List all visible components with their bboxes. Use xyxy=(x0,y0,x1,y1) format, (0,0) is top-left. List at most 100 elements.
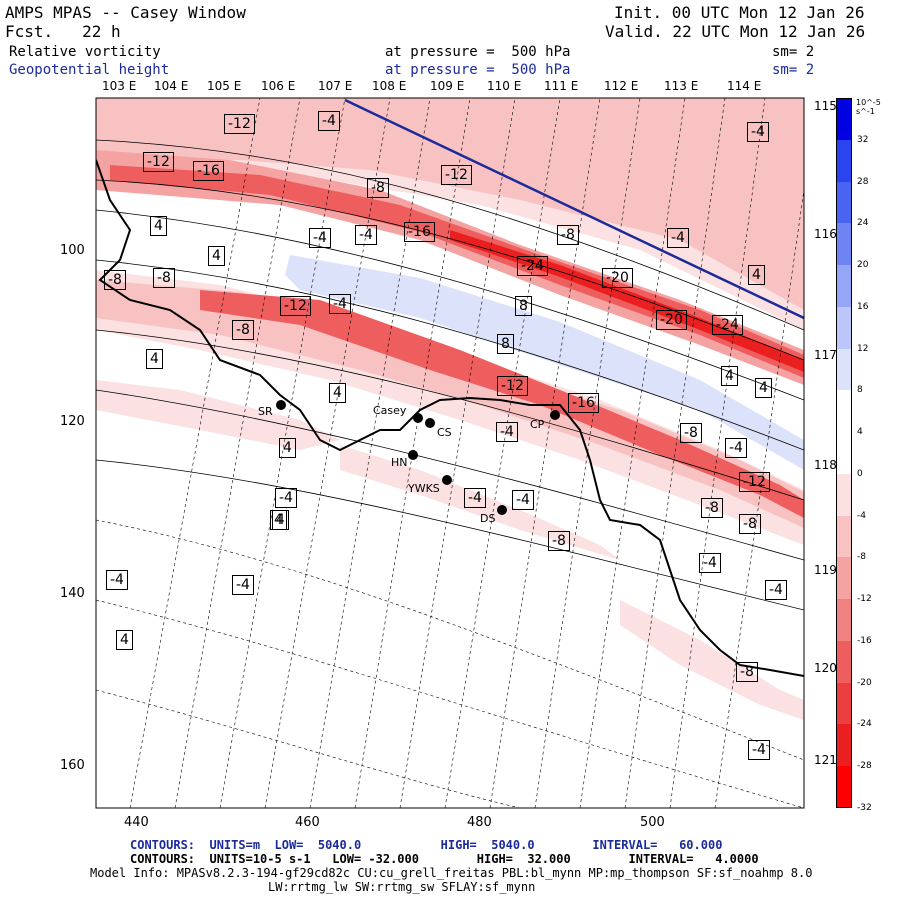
contour-label: -8 xyxy=(232,320,254,340)
colorbar-swatch xyxy=(836,515,852,558)
colorbar-swatch xyxy=(836,473,852,517)
contour-label: 4 xyxy=(150,216,167,236)
field1-name: Relative vorticity xyxy=(9,44,161,60)
field1-level: at pressure = 500 hPa xyxy=(385,44,571,60)
contour-label: -24 xyxy=(712,315,743,335)
contour-label: -4 xyxy=(355,225,377,245)
colorbar-label: -24 xyxy=(857,719,872,730)
station-label: YWKS xyxy=(408,482,440,495)
footer-model-info-2: LW:rrtmg_lw SW:rrtmg_sw SFLAY:sf_mynn xyxy=(268,880,536,894)
longitude-label: 107 E xyxy=(318,79,353,93)
colorbar-swatch xyxy=(836,223,852,266)
y-tick-label: 160 xyxy=(60,758,85,773)
colorbar-label: -12 xyxy=(857,594,872,605)
vorticity-streak-3 xyxy=(96,380,340,450)
contour-label: -4 xyxy=(309,228,331,248)
station-label: HN xyxy=(391,456,408,469)
longitude-label: 112 E xyxy=(604,79,639,93)
contour-label: -24 xyxy=(517,256,548,276)
footer-contours-vorticity: CONTOURS: UNITS=10-5 s-1 LOW= -32.000 HI… xyxy=(130,852,759,866)
contour-label: -4 xyxy=(748,740,770,760)
station-markers xyxy=(276,400,560,515)
colorbar-label: -20 xyxy=(857,677,872,688)
longitude-label: 109 E xyxy=(430,79,465,93)
station-label: CS xyxy=(437,426,452,439)
y-tick-label: 140 xyxy=(60,586,85,601)
contour-label: -4 xyxy=(512,490,534,510)
longitude-label: 110 E xyxy=(487,79,522,93)
contour-label: 8 xyxy=(515,296,532,316)
station-label: Casey xyxy=(373,404,407,417)
station-label: DS xyxy=(480,512,496,525)
colorbar-unit: 10^-5 s^-1 xyxy=(856,98,881,116)
contour-label: -12 xyxy=(497,376,528,396)
y-tick-label: 100 xyxy=(60,243,85,258)
contour-label: -4 xyxy=(464,488,486,508)
contour-label: -8 xyxy=(367,178,389,198)
contour-label: -12 xyxy=(739,472,770,492)
contour-label: -8 xyxy=(680,423,702,443)
contour-label: 4 xyxy=(748,265,765,285)
contour-label: 8 xyxy=(497,334,514,354)
longitude-label: 106 E xyxy=(261,79,296,93)
colorbar-swatch xyxy=(836,640,852,684)
contour-label: -8 xyxy=(557,225,579,245)
station-label: CP xyxy=(530,418,545,431)
colorbar-swatch xyxy=(836,139,852,182)
colorbar-label: 0 xyxy=(857,468,863,479)
vorticity-band-top xyxy=(96,98,804,310)
longitude-label: 114 E xyxy=(727,79,762,93)
station-hn-marker xyxy=(408,450,418,460)
colorbar-swatch xyxy=(836,557,852,600)
station-cs-marker xyxy=(425,418,435,428)
colorbar-label: -16 xyxy=(857,635,872,646)
contour-label: 4 xyxy=(329,383,346,403)
contour-label: -12 xyxy=(441,165,472,185)
colorbar-swatch xyxy=(836,98,852,141)
field2-sm: sm= 2 xyxy=(772,62,815,78)
contour-label: -4 xyxy=(232,575,254,595)
contour-label: 4 xyxy=(146,349,163,369)
colorbar-swatch xyxy=(836,766,852,809)
contour-label: -8 xyxy=(104,270,126,290)
x-tick-label: 500 xyxy=(640,815,665,830)
station-sr-marker xyxy=(276,400,286,410)
longitude-label: 104 E xyxy=(154,79,189,93)
contour-label: -4 xyxy=(275,488,297,508)
contour-label: -20 xyxy=(602,268,633,288)
init-time: Init. 00 UTC Mon 12 Jan 26 xyxy=(614,3,865,22)
station-casey-marker xyxy=(413,413,423,423)
contour-label: -4 xyxy=(329,294,351,314)
colorbar-label: 20 xyxy=(857,260,869,271)
longitude-label: 113 E xyxy=(664,79,699,93)
contour-label: -12 xyxy=(143,152,174,172)
colorbar-label: -28 xyxy=(857,761,872,772)
colorbar-label: 8 xyxy=(857,385,863,396)
vorticity-band-max xyxy=(450,230,804,372)
contour-label: 4 xyxy=(755,378,772,398)
contour-label: -4 xyxy=(747,122,769,142)
colorbar-label: 4 xyxy=(857,427,863,438)
colorbar-frame xyxy=(836,98,852,808)
colorbar-swatch xyxy=(836,181,852,224)
contour-label: -8 xyxy=(701,498,723,518)
vorticity-streak-2 xyxy=(620,600,804,720)
contour-label: -12 xyxy=(280,296,311,316)
x-tick-label: 480 xyxy=(467,815,492,830)
longitude-label: 103 E xyxy=(102,79,137,93)
footer-contours-height: CONTOURS: UNITS=m LOW= 5040.0 HIGH= 5040… xyxy=(130,838,723,852)
station-cp-marker xyxy=(550,410,560,420)
contour-label: -4 xyxy=(699,553,721,573)
colorbar-label: -4 xyxy=(857,510,866,521)
contour-label: 4 xyxy=(270,510,287,530)
colorbar-label: 12 xyxy=(857,343,869,354)
colorbar-swatch xyxy=(836,306,852,350)
contour-label: -4 xyxy=(765,580,787,600)
colorbar-label: 28 xyxy=(857,176,869,187)
valid-time: Valid. 22 UTC Mon 12 Jan 26 xyxy=(605,22,866,41)
colorbar-swatch xyxy=(836,724,852,767)
contour-label: -4 xyxy=(318,111,340,131)
field2-level: at pressure = 500 hPa xyxy=(385,62,571,78)
field1-sm: sm= 2 xyxy=(772,44,815,60)
